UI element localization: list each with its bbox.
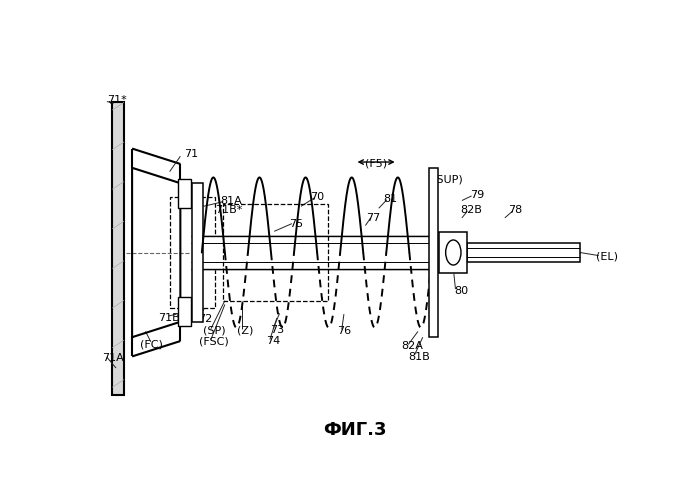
Text: 82B: 82B: [461, 205, 482, 215]
Text: 73: 73: [270, 326, 284, 336]
Text: 75: 75: [289, 218, 302, 228]
Polygon shape: [132, 168, 181, 337]
Bar: [112, 102, 124, 395]
Ellipse shape: [446, 240, 461, 265]
Bar: [170, 196, 215, 308]
Bar: [178, 297, 191, 326]
Bar: [467, 243, 580, 262]
Text: 77: 77: [366, 213, 381, 223]
Text: 71A: 71A: [102, 354, 125, 364]
Text: (FSC): (FSC): [199, 336, 228, 346]
Text: (SUP): (SUP): [432, 174, 462, 184]
Text: (F5): (F5): [365, 159, 387, 169]
Bar: [428, 168, 438, 337]
Text: 70: 70: [310, 192, 324, 202]
Text: 72: 72: [199, 314, 212, 324]
Text: 81: 81: [383, 194, 397, 203]
Bar: [439, 232, 467, 272]
Text: 81B: 81B: [408, 352, 430, 362]
Bar: [224, 204, 328, 300]
Text: (FC): (FC): [140, 340, 163, 350]
Text: 74: 74: [266, 336, 280, 346]
Bar: [192, 183, 203, 322]
Text: 78: 78: [509, 205, 522, 215]
Text: 71B: 71B: [158, 313, 179, 323]
Text: (EL): (EL): [596, 252, 618, 262]
Text: 71*: 71*: [107, 96, 127, 106]
Text: (SP): (SP): [203, 326, 226, 336]
Text: 79: 79: [470, 190, 484, 200]
Text: 76: 76: [337, 326, 351, 336]
Text: 71: 71: [184, 150, 198, 160]
Text: 81A: 81A: [221, 196, 242, 205]
Text: 82A: 82A: [401, 340, 423, 350]
Text: 71B*: 71B*: [215, 205, 242, 215]
Text: ФИГ.3: ФИГ.3: [323, 422, 386, 440]
Text: 80: 80: [454, 286, 468, 296]
Bar: [178, 180, 191, 208]
Text: (Z): (Z): [237, 326, 253, 336]
